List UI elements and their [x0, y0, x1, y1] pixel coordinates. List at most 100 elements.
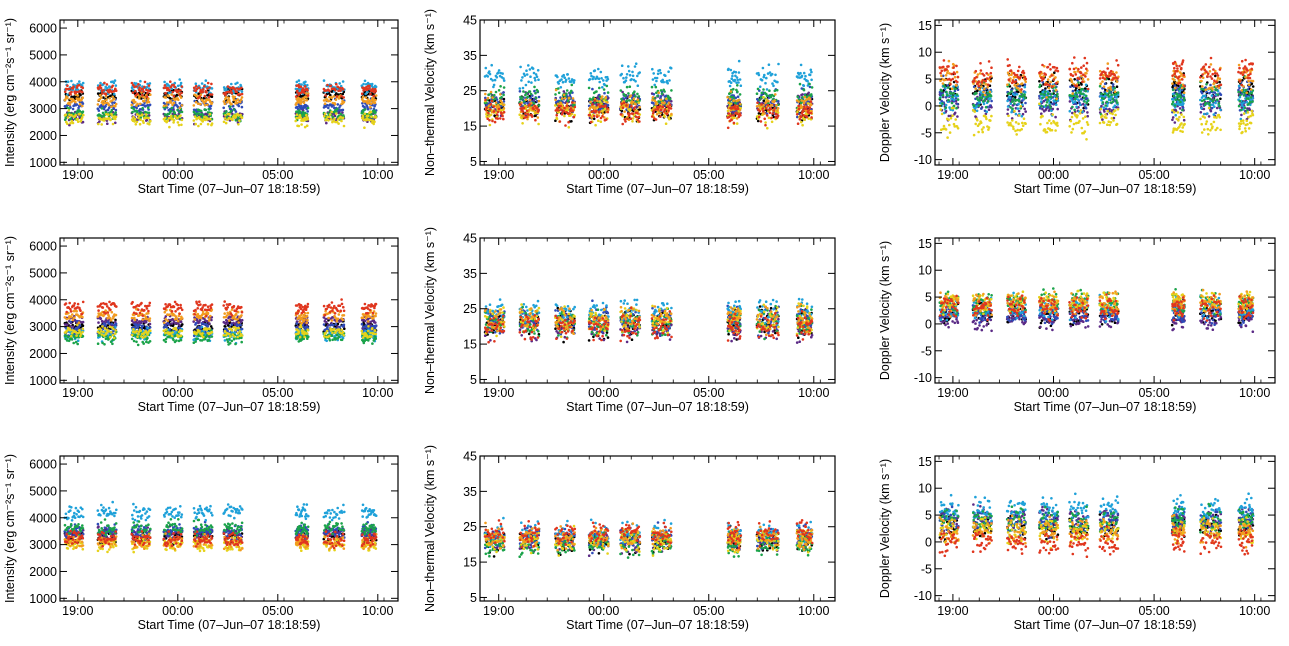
data-point — [805, 115, 809, 119]
data-point — [148, 82, 152, 85]
data-point — [1047, 83, 1051, 87]
data-point — [757, 115, 761, 119]
data-point — [990, 66, 993, 69]
data-point — [1178, 90, 1182, 93]
data-point — [225, 110, 228, 113]
data-point — [374, 116, 378, 119]
data-point — [1084, 83, 1088, 87]
data-point — [955, 64, 958, 68]
data-point — [606, 107, 609, 110]
data-point — [601, 95, 604, 98]
data-point — [598, 86, 601, 90]
data-point — [986, 86, 989, 89]
data-point — [1012, 75, 1016, 79]
data-point — [228, 86, 232, 90]
data-point — [294, 119, 298, 123]
data-point — [989, 79, 992, 83]
data-point — [654, 85, 658, 89]
data-point — [64, 113, 68, 116]
data-point — [809, 68, 813, 72]
data-point — [1084, 89, 1087, 93]
data-point — [142, 90, 145, 93]
data-point — [774, 73, 777, 77]
data-point — [324, 94, 327, 97]
data-point — [659, 115, 662, 118]
data-point — [770, 103, 774, 107]
data-point — [104, 92, 108, 96]
data-point — [635, 115, 638, 119]
data-point — [1098, 77, 1102, 80]
data-point — [972, 133, 976, 137]
data-point — [1115, 96, 1118, 99]
data-point — [534, 96, 538, 100]
data-point — [207, 107, 211, 111]
data-point — [1056, 124, 1059, 127]
data-point — [775, 88, 779, 92]
data-point — [1072, 94, 1076, 98]
data-point — [106, 122, 109, 125]
data-point — [1013, 93, 1016, 97]
data-point — [670, 112, 673, 116]
data-point — [1178, 87, 1181, 91]
data-point — [562, 73, 565, 77]
data-point — [977, 104, 981, 107]
data-point — [595, 109, 598, 112]
data-point — [736, 78, 739, 82]
data-point — [767, 99, 770, 103]
data-point — [1018, 99, 1021, 103]
data-point — [633, 106, 637, 109]
data-point — [74, 90, 78, 94]
data-point — [1043, 128, 1047, 131]
data-point — [486, 75, 490, 78]
data-point — [305, 124, 309, 127]
data-point — [1071, 92, 1074, 95]
data-point — [492, 105, 496, 108]
data-point — [228, 105, 232, 109]
data-point — [203, 85, 206, 88]
data-point — [1079, 71, 1083, 75]
data-point — [136, 92, 139, 95]
data-point — [773, 99, 776, 102]
data-point — [206, 81, 210, 85]
data-point — [982, 90, 985, 94]
data-point — [1176, 111, 1180, 114]
data-point — [663, 90, 666, 93]
data-point — [1038, 83, 1042, 87]
data-point — [774, 93, 777, 96]
data-point — [628, 85, 632, 88]
data-point — [114, 84, 118, 87]
data-point — [534, 118, 537, 122]
data-point — [1177, 75, 1181, 79]
data-point — [1102, 121, 1106, 124]
data-point — [141, 93, 144, 97]
data-point — [525, 91, 528, 95]
data-point — [602, 88, 606, 91]
data-point — [978, 99, 981, 102]
data-point — [1039, 122, 1042, 126]
data-point — [496, 71, 500, 74]
data-point — [555, 113, 558, 117]
data-point — [328, 99, 332, 103]
data-point — [941, 102, 944, 105]
data-point — [336, 103, 340, 106]
x-tick-label: 00:00 — [588, 168, 619, 182]
x-tick-label: 10:00 — [798, 168, 829, 182]
data-point — [554, 104, 557, 107]
data-point — [568, 96, 571, 100]
data-point — [524, 112, 527, 115]
data-point — [1178, 93, 1182, 97]
data-point — [306, 83, 309, 87]
data-point — [1182, 115, 1186, 119]
data-point — [1174, 113, 1177, 117]
data-point — [757, 73, 761, 77]
data-point — [797, 104, 800, 108]
data-point — [1080, 126, 1084, 130]
data-point — [135, 82, 138, 85]
data-point — [667, 70, 670, 73]
data-point — [63, 118, 67, 122]
data-point — [1105, 116, 1108, 119]
data-point — [1205, 90, 1208, 94]
data-point — [1174, 98, 1178, 101]
data-point — [1173, 104, 1177, 107]
data-point — [208, 86, 211, 89]
